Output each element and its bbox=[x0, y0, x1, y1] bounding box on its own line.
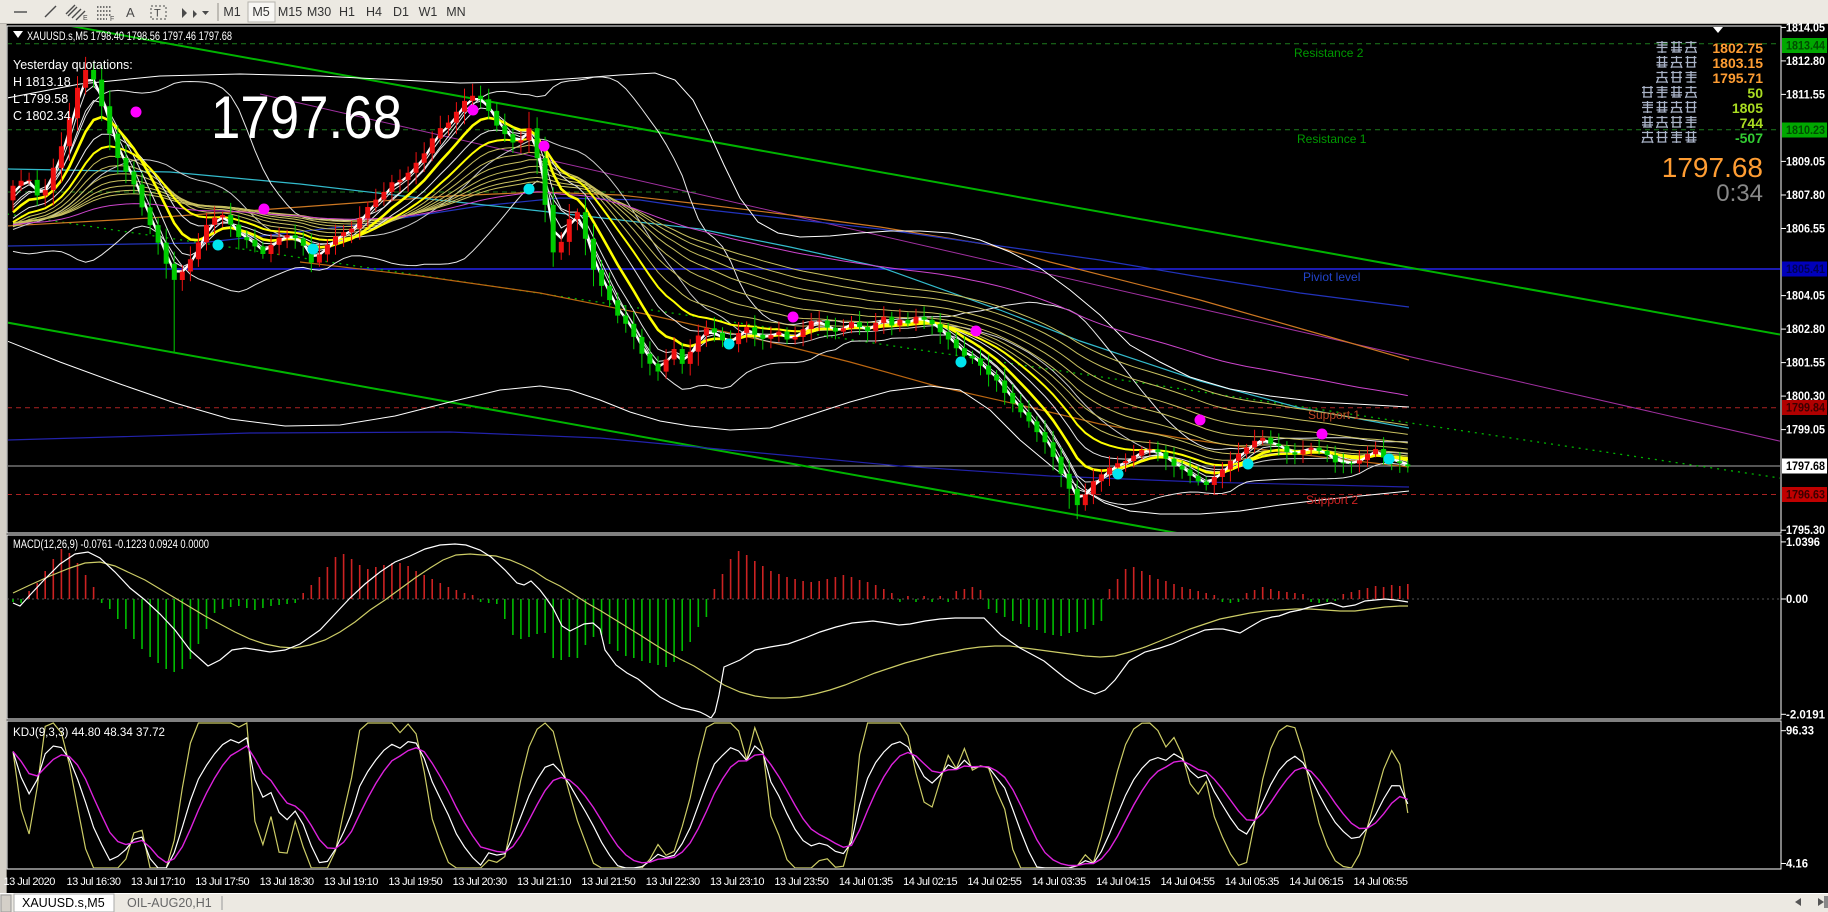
svg-text:14 Jul 02:55: 14 Jul 02:55 bbox=[967, 876, 1021, 888]
svg-text:H1: H1 bbox=[339, 5, 355, 19]
svg-text:14 Jul 01:35: 14 Jul 01:35 bbox=[839, 876, 893, 888]
svg-text:13 Jul 21:50: 13 Jul 21:50 bbox=[581, 876, 635, 888]
svg-text:1806.55: 1806.55 bbox=[1786, 224, 1826, 236]
svg-text:1797.68: 1797.68 bbox=[1786, 461, 1826, 473]
svg-text:T: T bbox=[154, 8, 161, 20]
svg-text:1.0396: 1.0396 bbox=[1786, 537, 1820, 549]
svg-text:1801.55: 1801.55 bbox=[1786, 358, 1826, 370]
svg-text:1796.63: 1796.63 bbox=[1786, 490, 1825, 502]
svg-text:H 1813.18: H 1813.18 bbox=[13, 75, 71, 89]
svg-text:14 Jul 04:55: 14 Jul 04:55 bbox=[1161, 876, 1215, 888]
svg-text:L 1799.58: L 1799.58 bbox=[13, 92, 68, 106]
svg-text:1813.44: 1813.44 bbox=[1786, 40, 1826, 52]
svg-text:XAUUSD.s,M5 1798.40 1798.56 1: XAUUSD.s,M5 1798.40 1798.56 1797.46 1797… bbox=[27, 29, 232, 43]
svg-text:H4: H4 bbox=[366, 5, 382, 19]
svg-text:OIL-AUG20,H1: OIL-AUG20,H1 bbox=[127, 896, 212, 910]
svg-text:14 Jul 03:35: 14 Jul 03:35 bbox=[1032, 876, 1086, 888]
svg-text:13 Jul 17:10: 13 Jul 17:10 bbox=[131, 876, 185, 888]
svg-text:96.33: 96.33 bbox=[1786, 726, 1814, 738]
svg-text:1799.05: 1799.05 bbox=[1786, 425, 1826, 437]
svg-text:13 Jul 18:30: 13 Jul 18:30 bbox=[260, 876, 314, 888]
svg-text:-2.0191: -2.0191 bbox=[1786, 709, 1826, 721]
svg-text:13 Jul 21:10: 13 Jul 21:10 bbox=[517, 876, 571, 888]
svg-text:1805: 1805 bbox=[1732, 100, 1763, 116]
svg-text:1804.05: 1804.05 bbox=[1786, 291, 1826, 303]
svg-text:1800.30: 1800.30 bbox=[1786, 391, 1825, 403]
svg-text:Piviot level: Piviot level bbox=[1303, 270, 1360, 284]
svg-text:0:34: 0:34 bbox=[1716, 180, 1763, 207]
svg-text:1809.05: 1809.05 bbox=[1786, 156, 1826, 168]
svg-text:1810.23: 1810.23 bbox=[1786, 125, 1825, 137]
svg-text:1795.30: 1795.30 bbox=[1786, 525, 1825, 537]
svg-text:1799.84: 1799.84 bbox=[1786, 403, 1826, 415]
svg-text:1812.80: 1812.80 bbox=[1786, 56, 1825, 68]
svg-text:1795.71: 1795.71 bbox=[1712, 70, 1763, 86]
svg-text:1811.55: 1811.55 bbox=[1786, 89, 1826, 101]
svg-text:MACD(12,26,9) -0.0761 -0.1223: MACD(12,26,9) -0.0761 -0.1223 0.0924 0.0… bbox=[13, 539, 209, 551]
svg-text:Resistance 1: Resistance 1 bbox=[1297, 132, 1367, 146]
svg-text:-507: -507 bbox=[1735, 130, 1763, 146]
svg-text:E: E bbox=[83, 15, 88, 22]
svg-text:M5: M5 bbox=[252, 5, 269, 19]
svg-text:1814.05: 1814.05 bbox=[1786, 22, 1826, 34]
svg-text:14 Jul 06:55: 14 Jul 06:55 bbox=[1354, 876, 1408, 888]
svg-text:1807.80: 1807.80 bbox=[1786, 190, 1825, 202]
svg-text:50: 50 bbox=[1747, 85, 1763, 101]
svg-text:1805.41: 1805.41 bbox=[1786, 264, 1826, 276]
svg-text:1802.75: 1802.75 bbox=[1712, 40, 1763, 56]
svg-text:XAUUSD.s,M5: XAUUSD.s,M5 bbox=[22, 896, 105, 910]
svg-text:M30: M30 bbox=[307, 5, 331, 19]
svg-text:744: 744 bbox=[1740, 115, 1764, 131]
svg-text:13 Jul 19:10: 13 Jul 19:10 bbox=[324, 876, 378, 888]
svg-text:M15: M15 bbox=[278, 5, 302, 19]
svg-text:13 Jul 2020: 13 Jul 2020 bbox=[4, 876, 56, 888]
svg-text:W1: W1 bbox=[419, 5, 438, 19]
svg-text:F: F bbox=[110, 16, 114, 23]
svg-text:KDJ(9,3,3) 44.80 48.34 37.72: KDJ(9,3,3) 44.80 48.34 37.72 bbox=[13, 727, 165, 739]
svg-text:14 Jul 04:15: 14 Jul 04:15 bbox=[1096, 876, 1150, 888]
svg-text:14 Jul 05:35: 14 Jul 05:35 bbox=[1225, 876, 1279, 888]
svg-text:Support 2: Support 2 bbox=[1306, 493, 1358, 507]
svg-text:13 Jul 20:30: 13 Jul 20:30 bbox=[453, 876, 507, 888]
svg-text:13 Jul 17:50: 13 Jul 17:50 bbox=[195, 876, 249, 888]
svg-text:1797.68: 1797.68 bbox=[211, 84, 402, 151]
svg-text:MN: MN bbox=[446, 5, 465, 19]
svg-text:C 1802.34: C 1802.34 bbox=[13, 109, 71, 123]
svg-text:A: A bbox=[126, 5, 135, 20]
svg-text:Support 1: Support 1 bbox=[1308, 408, 1360, 422]
svg-text:13 Jul 23:10: 13 Jul 23:10 bbox=[710, 876, 764, 888]
svg-text:1803.15: 1803.15 bbox=[1712, 55, 1763, 71]
svg-text:0.00: 0.00 bbox=[1786, 594, 1808, 606]
svg-text:13 Jul 19:50: 13 Jul 19:50 bbox=[388, 876, 442, 888]
svg-text:1802.80: 1802.80 bbox=[1786, 324, 1825, 336]
svg-text:14 Jul 02:15: 14 Jul 02:15 bbox=[903, 876, 957, 888]
svg-text:1797.68: 1797.68 bbox=[1662, 152, 1763, 183]
svg-text:4.16: 4.16 bbox=[1786, 859, 1808, 871]
svg-text:13 Jul 22:30: 13 Jul 22:30 bbox=[646, 876, 700, 888]
svg-text:13 Jul 16:30: 13 Jul 16:30 bbox=[67, 876, 121, 888]
svg-text:13 Jul 23:50: 13 Jul 23:50 bbox=[774, 876, 828, 888]
svg-text:M1: M1 bbox=[223, 5, 240, 19]
svg-text:Resistance 2: Resistance 2 bbox=[1294, 46, 1364, 60]
svg-text:14 Jul 06:15: 14 Jul 06:15 bbox=[1289, 876, 1343, 888]
svg-text:Yesterday quotations:: Yesterday quotations: bbox=[13, 58, 133, 72]
svg-text:D1: D1 bbox=[393, 5, 409, 19]
